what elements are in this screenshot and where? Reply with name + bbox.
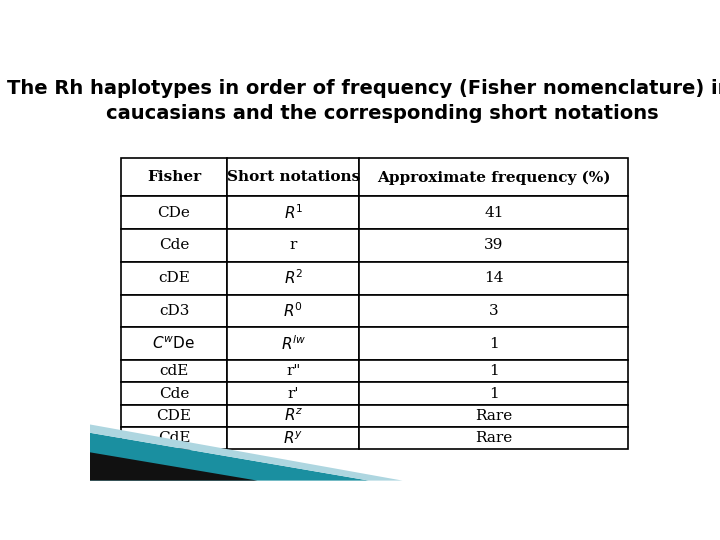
Bar <box>359 196 629 229</box>
Bar <box>121 382 228 404</box>
Bar <box>228 360 359 382</box>
Bar <box>121 427 228 449</box>
Text: $R^{y}$: $R^{y}$ <box>283 430 303 447</box>
Text: CDE: CDE <box>156 409 192 423</box>
Bar <box>121 404 228 427</box>
Text: $R^{2}$: $R^{2}$ <box>284 269 303 287</box>
Text: 1: 1 <box>489 336 499 350</box>
Text: Cde: Cde <box>159 238 189 252</box>
Text: $R^{lw}$: $R^{lw}$ <box>281 334 306 353</box>
Bar <box>121 327 228 360</box>
Text: CDe: CDe <box>158 206 191 220</box>
Bar <box>359 360 629 382</box>
Text: r": r" <box>286 364 300 378</box>
Bar <box>359 427 629 449</box>
Bar <box>228 382 359 404</box>
Text: $R^{1}$: $R^{1}$ <box>284 203 303 222</box>
Text: 3: 3 <box>489 304 499 318</box>
Bar <box>359 294 629 327</box>
Text: Rare: Rare <box>475 409 513 423</box>
Text: cdE: cdE <box>159 364 189 378</box>
Text: Cde: Cde <box>159 387 189 401</box>
Bar <box>121 229 228 262</box>
Bar <box>228 158 359 196</box>
Polygon shape <box>90 424 402 481</box>
Bar <box>121 360 228 382</box>
Text: r': r' <box>287 387 299 401</box>
Text: The Rh haplotypes in order of frequency (Fisher nomenclature) in
    caucasians : The Rh haplotypes in order of frequency … <box>6 79 720 123</box>
Bar <box>228 229 359 262</box>
Text: cDE: cDE <box>158 271 190 285</box>
Bar <box>121 158 228 196</box>
Text: Approximate frequency (%): Approximate frequency (%) <box>377 170 611 185</box>
Bar <box>359 404 629 427</box>
Bar <box>121 196 228 229</box>
Text: Rare: Rare <box>475 431 513 446</box>
Text: CdE: CdE <box>158 431 190 446</box>
Text: cD3: cD3 <box>159 304 189 318</box>
Bar <box>359 382 629 404</box>
Bar <box>228 294 359 327</box>
Text: 39: 39 <box>485 238 503 252</box>
Bar <box>359 327 629 360</box>
Text: 1: 1 <box>489 364 499 378</box>
Text: 41: 41 <box>484 206 504 220</box>
Bar <box>228 404 359 427</box>
Text: 14: 14 <box>484 271 504 285</box>
Bar <box>121 294 228 327</box>
Text: $R^{0}$: $R^{0}$ <box>284 301 303 320</box>
Text: $R^{z}$: $R^{z}$ <box>284 408 303 424</box>
Polygon shape <box>90 433 369 481</box>
Text: Short notations: Short notations <box>227 170 360 184</box>
Bar <box>228 196 359 229</box>
Polygon shape <box>90 453 258 481</box>
Bar <box>228 327 359 360</box>
Bar <box>228 262 359 294</box>
Text: Fisher: Fisher <box>147 170 201 184</box>
Text: 1: 1 <box>489 387 499 401</box>
Text: r: r <box>289 238 297 252</box>
Bar <box>359 262 629 294</box>
Bar <box>228 427 359 449</box>
Bar <box>359 158 629 196</box>
Bar <box>359 229 629 262</box>
Text: $C^{w}$De: $C^{w}$De <box>153 335 196 352</box>
Bar <box>121 262 228 294</box>
